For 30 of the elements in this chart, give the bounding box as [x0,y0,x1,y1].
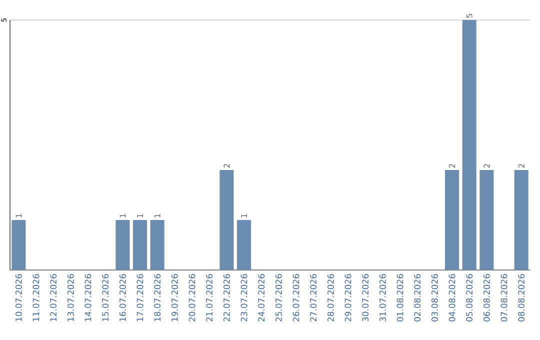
x-tick-label: 04.08.2026 [448,274,456,322]
x-tick-label: 18.07.2026 [154,274,161,322]
x-tick-label: 13.07.2026 [67,274,74,322]
x-tick-label: 26.07.2026 [292,274,300,322]
x-tick-label: 16.07.2026 [119,274,126,322]
x-tick-label: 27.07.2026 [310,274,317,322]
x-tick-label: 17.07.2026 [136,274,144,322]
x-tick-label: 31.07.2026 [379,274,386,322]
x-tick-label: 07.08.2026 [500,274,508,322]
x-tick-label: 30.07.2026 [362,274,369,322]
x-tick-label: 10.07.2026 [15,274,22,322]
x-tick-label: 11.07.2026 [32,274,40,322]
x-tick-label: 23.07.2026 [240,274,248,322]
x-tick-label: 06.08.2026 [483,274,490,322]
x-tick-label: 02.08.2026 [414,274,421,322]
x-tick-label: 29.07.2026 [344,274,352,322]
x-tick-label: 15.07.2026 [102,274,109,322]
x-tick-label: 20.07.2026 [188,274,196,322]
x-tick-label: 21.07.2026 [206,274,213,322]
x-tick-label: 14.07.2026 [84,274,92,322]
x-tick-label: 19.07.2026 [171,274,178,322]
x-tick-label: 25.07.2026 [275,274,282,322]
x-tick-label: 05.08.2026 [466,274,473,322]
x-tick-label: 01.08.2026 [396,274,404,322]
x-tick-label: 28.07.2026 [327,274,334,322]
x-tick-label: 12.07.2026 [50,274,57,322]
x-tick-label: 03.08.2026 [431,274,438,322]
x-tick-label: 24.07.2026 [258,274,265,322]
x-tick-label: 22.07.2026 [223,274,230,322]
x-tick-label: 08.08.2026 [518,274,525,322]
